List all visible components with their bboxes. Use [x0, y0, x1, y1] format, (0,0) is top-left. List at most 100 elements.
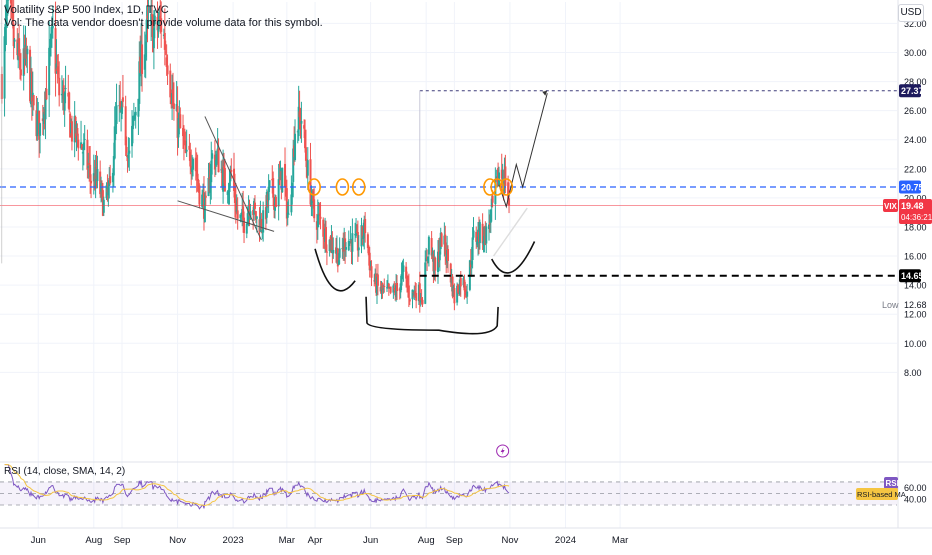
candle-body	[6, 4, 9, 16]
candle-body	[201, 194, 204, 207]
candle-body	[119, 101, 122, 109]
highlight-circle[interactable]	[490, 178, 504, 196]
price-tick-label: 16.00	[904, 252, 927, 262]
candle-body	[194, 157, 197, 172]
projection-path[interactable]	[498, 93, 548, 209]
candle-body	[426, 256, 429, 261]
candle-body	[189, 152, 192, 167]
candle-body	[160, 18, 163, 32]
price-tick-label: 32.00	[904, 19, 927, 29]
candle-body	[44, 90, 47, 120]
candle-body	[458, 279, 461, 295]
highlight-circle[interactable]	[335, 178, 350, 196]
candle-body	[418, 283, 421, 303]
rsi-tick-label: 60.00	[904, 483, 927, 493]
left-shoulder-curve[interactable]	[314, 248, 356, 292]
candle-body	[366, 234, 369, 249]
time-tick-label: Nov	[169, 535, 186, 546]
candle-body	[5, 10, 8, 28]
candle-body	[290, 194, 293, 213]
candle-body	[286, 212, 289, 218]
candle-body	[255, 216, 258, 219]
candle-body	[447, 249, 450, 261]
candle-body	[113, 126, 116, 159]
rsi-ma-line[interactable]	[4, 464, 510, 507]
candle-body	[294, 133, 297, 160]
candle-body	[274, 196, 277, 207]
candle-body	[26, 48, 29, 55]
candle-body	[242, 206, 245, 220]
candle-body	[451, 276, 454, 297]
rsi-ma-tag: RSI-based MA	[857, 490, 906, 499]
candle-body	[48, 47, 51, 96]
candle-body	[196, 173, 199, 181]
candle-body	[233, 187, 236, 203]
candle-body	[179, 114, 182, 129]
rsi-ma-tag-box	[856, 488, 898, 500]
candle-body	[63, 93, 66, 111]
cup-base-curve[interactable]	[365, 296, 499, 335]
candle-body	[223, 167, 226, 192]
candle-body	[158, 16, 161, 23]
candle-body	[191, 167, 194, 173]
highlight-circle[interactable]	[351, 178, 366, 196]
candle-body	[198, 185, 201, 205]
candle-body	[223, 166, 226, 170]
candle-body	[316, 214, 319, 228]
candle-body	[87, 166, 90, 168]
candle-body	[209, 179, 212, 193]
candle-body	[347, 240, 350, 251]
candle-body	[348, 241, 351, 244]
price-tick-label: 10.00	[904, 339, 927, 349]
candle-body	[471, 237, 474, 260]
candle-body	[230, 170, 233, 172]
user-drawings[interactable]	[1, 0, 548, 458]
candle-body	[475, 231, 478, 242]
rsi-badge-box	[884, 477, 898, 489]
candle-body	[438, 251, 441, 261]
highlight-circle[interactable]	[499, 178, 514, 196]
candle-body	[184, 140, 187, 153]
currency-button[interactable]: USD	[898, 4, 924, 22]
candle-body	[58, 77, 61, 96]
volume-note: Vol: The data vendor doesn't provide vol…	[4, 17, 323, 29]
candle-body	[70, 121, 73, 142]
low-label: Low	[882, 300, 899, 310]
candles	[0, 0, 511, 313]
target-price-label-box	[899, 84, 921, 98]
price-tick-label: 14.00	[904, 281, 927, 291]
candle-body	[19, 58, 22, 70]
candle-body	[3, 36, 6, 99]
price-tick-label: 12.00	[904, 310, 927, 320]
right-shoulder-curve[interactable]	[491, 241, 536, 274]
candle-body	[507, 182, 510, 202]
wedge-upper-line[interactable]	[204, 116, 262, 241]
candle-body	[303, 125, 306, 129]
candle-body	[39, 123, 42, 136]
candle-body	[386, 287, 389, 289]
price-tick-label: 22.00	[904, 164, 927, 174]
candle-body	[424, 262, 427, 304]
candle-body	[10, 0, 13, 11]
highlight-circle[interactable]	[307, 178, 321, 196]
candle-body	[125, 146, 128, 153]
candle-body	[159, 15, 162, 20]
candle-body	[121, 97, 124, 102]
candle-body	[49, 33, 52, 47]
candle-body	[453, 287, 456, 304]
candle-body	[393, 288, 396, 290]
candle-body	[109, 176, 112, 184]
candle-body	[243, 217, 246, 233]
candle-body	[336, 248, 339, 267]
candle-body	[245, 223, 248, 234]
rsi-pane[interactable]: RSI (14, close, SMA, 14, 2)	[0, 461, 932, 510]
symbol-title[interactable]: Volatility S&P 500 Index, 1D, TVC	[4, 4, 169, 16]
highlight-circle[interactable]	[483, 178, 497, 196]
candle-body	[277, 179, 280, 207]
candle-body	[83, 138, 86, 140]
candle-body	[115, 105, 118, 125]
wedge-lower-line[interactable]	[177, 200, 275, 232]
candle-body	[217, 148, 220, 173]
